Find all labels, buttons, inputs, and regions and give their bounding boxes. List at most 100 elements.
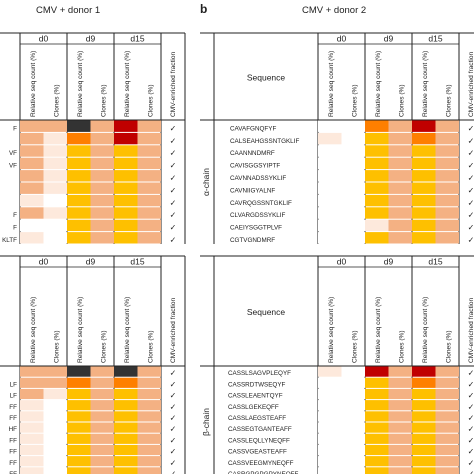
enriched-check-mark: ✓ (468, 447, 474, 456)
heatmap-cell (43, 120, 67, 132)
sequence-label: VF (9, 150, 17, 157)
enriched-check-mark: ✓ (170, 236, 177, 245)
heatmap-cell (20, 400, 44, 411)
heatmap-cell (435, 456, 459, 467)
clones-header: Clones (%) (100, 330, 107, 363)
relative-seq-count-header: Relative seq count (%) (124, 297, 131, 363)
heatmap-cell (388, 120, 412, 132)
heatmap-cell (341, 145, 365, 157)
enriched-check-mark: ✓ (468, 136, 474, 145)
heatmap-cell (90, 377, 114, 388)
enriched-check-mark: ✓ (468, 198, 474, 207)
heatmap-cell (388, 132, 412, 145)
heatmap-cell (137, 194, 161, 207)
heatmap-cell (435, 388, 459, 400)
heatmap-cell (67, 170, 91, 182)
enriched-check-mark: ✓ (170, 425, 177, 434)
heatmap-cell (412, 232, 436, 244)
enriched-check-mark: ✓ (170, 149, 177, 158)
heatmap-cell (412, 145, 436, 157)
heatmap-cell (90, 232, 114, 244)
heatmap-cell (43, 170, 67, 182)
heatmap-cell (388, 411, 412, 422)
relative-seq-count-header: Relative seq count (%) (30, 51, 37, 117)
heatmap-cell (435, 194, 459, 207)
heatmap-cell (137, 400, 161, 411)
heatmap-cell (20, 170, 44, 182)
heatmap-cell (341, 433, 365, 444)
heatmap-cell (43, 377, 67, 388)
heatmap-cell (412, 467, 436, 474)
heatmap-cell (67, 433, 91, 444)
relative-seq-count-header: Relative seq count (%) (77, 51, 84, 117)
heatmap-cell (67, 182, 91, 194)
enriched-check-mark: ✓ (468, 425, 474, 434)
heatmap-cell (137, 182, 161, 194)
beta-label: β-chain (201, 408, 211, 436)
clones-header: Clones (%) (351, 330, 358, 363)
heatmap-cell (365, 182, 389, 194)
cmv-enriched-fraction-header: CMV-enriched fraction (468, 51, 474, 117)
heatmap-cell (67, 411, 91, 422)
heatmap-cell (114, 400, 138, 411)
heatmap-cell (318, 194, 342, 207)
heatmap-cell (90, 157, 114, 170)
heatmap-cell (435, 422, 459, 433)
heatmap-cell (137, 145, 161, 157)
heatmap-cell (114, 433, 138, 444)
heatmap-cell (137, 207, 161, 219)
heatmap-cell (341, 377, 365, 388)
timepoint-label-d15: d15 (130, 257, 144, 267)
heatmap-cell (318, 400, 342, 411)
heatmap-cell (388, 157, 412, 170)
heatmap-cell (341, 388, 365, 400)
heatmap-cell (412, 132, 436, 145)
heatmap-cell (43, 388, 67, 400)
timepoint-label-d15: d15 (428, 34, 442, 44)
heatmap-cell (435, 467, 459, 474)
heatmap-cell (341, 411, 365, 422)
heatmap-cell (318, 207, 342, 219)
heatmap-cell (114, 388, 138, 400)
heatmap-cell (90, 219, 114, 232)
heatmap-cell (435, 157, 459, 170)
enriched-check-mark: ✓ (170, 380, 177, 389)
heatmap-cell (137, 366, 161, 377)
relative-seq-count-header: Relative seq count (%) (422, 297, 429, 363)
heatmap-cell (137, 219, 161, 232)
sequence-label: CGTVGNDMRF (230, 237, 275, 244)
heatmap-cell (43, 157, 67, 170)
heatmap-cell (341, 232, 365, 244)
sequence-label: CALSEAHGSSNTGKLIF (230, 138, 299, 145)
sequence-label: LF (10, 393, 18, 400)
heatmap-cell (67, 388, 91, 400)
heatmap-cell (137, 377, 161, 388)
sequence-label: CASSRDTWSEQYF (228, 381, 286, 388)
heatmap-cell (90, 170, 114, 182)
sequence-label: FF (9, 449, 17, 456)
heatmap-cell (341, 170, 365, 182)
heatmap-cell (20, 444, 44, 456)
relative-seq-count-header: Relative seq count (%) (328, 297, 335, 363)
enriched-check-mark: ✓ (170, 369, 177, 378)
enriched-check-mark: ✓ (170, 223, 177, 232)
heatmap-cell (365, 456, 389, 467)
heatmap-cell (90, 194, 114, 207)
heatmap-cell (435, 377, 459, 388)
heatmap-cell (412, 388, 436, 400)
sequence-label: CAVNIIGYALNF (230, 187, 275, 194)
heatmap-cell (67, 232, 91, 244)
heatmap-cell (43, 194, 67, 207)
heatmap-cell (318, 157, 342, 170)
heatmap-cell (43, 219, 67, 232)
heatmap-cell (67, 207, 91, 219)
heatmap-cell (114, 207, 138, 219)
heatmap-cell (318, 182, 342, 194)
heatmap-cell (20, 232, 44, 244)
heatmap-cell (412, 219, 436, 232)
enriched-check-mark: ✓ (468, 369, 474, 378)
heatmap-cell (365, 377, 389, 388)
heatmap-cell (90, 366, 114, 377)
timepoint-label-d15: d15 (130, 34, 144, 44)
timepoint-label-d0: d0 (39, 34, 49, 44)
